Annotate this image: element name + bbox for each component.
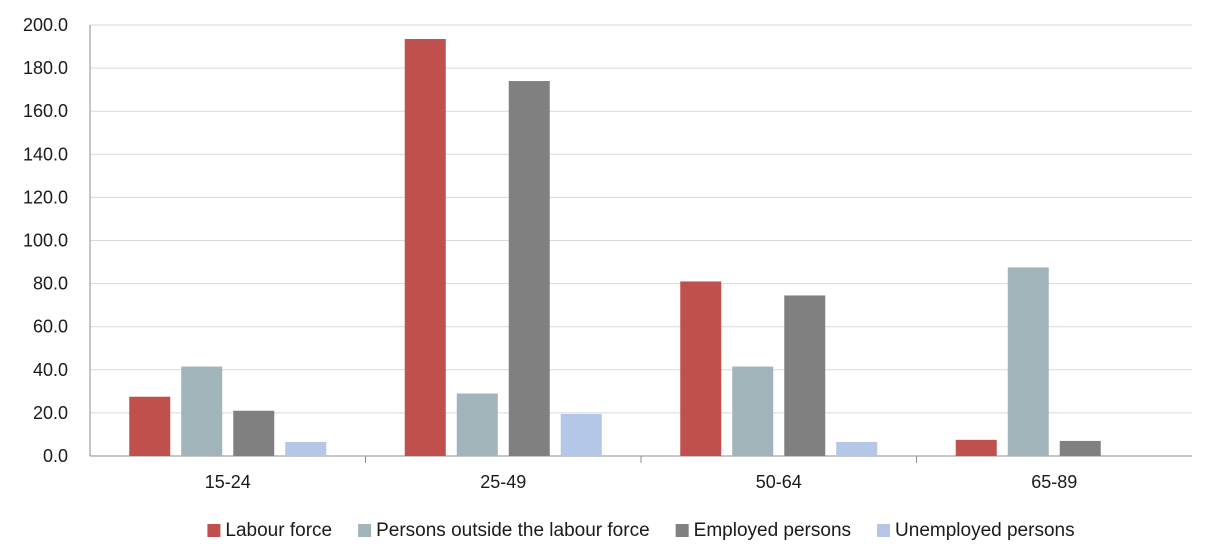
bar	[1007, 267, 1049, 456]
x-tick-label: 15-24	[205, 472, 251, 492]
bars	[129, 39, 1101, 456]
bar	[784, 295, 826, 456]
bar	[955, 439, 997, 456]
legend-swatch	[877, 524, 891, 537]
y-tick-label: 0.0	[43, 446, 68, 466]
y-tick-label: 180.0	[23, 58, 68, 78]
y-tick-label: 100.0	[23, 231, 68, 251]
y-tick-label: 120.0	[23, 187, 68, 207]
bar	[836, 441, 878, 456]
bar	[508, 81, 550, 456]
legend-label: Unemployed persons	[895, 520, 1075, 541]
y-tick-label: 200.0	[23, 15, 68, 35]
x-tick-label: 65-89	[1031, 472, 1077, 492]
y-tick-label: 40.0	[33, 360, 68, 380]
bar	[404, 39, 446, 456]
legend-label: Labour force	[225, 520, 332, 541]
y-tick-label: 140.0	[23, 144, 68, 164]
y-tick-label: 80.0	[33, 274, 68, 294]
x-tick-label: 25-49	[480, 472, 526, 492]
legend-swatch	[358, 524, 372, 537]
x-tick-label: 50-64	[756, 472, 802, 492]
legend-label: Employed persons	[694, 520, 851, 541]
y-tick-label: 60.0	[33, 317, 68, 337]
y-tick-label: 20.0	[33, 403, 68, 423]
legend-swatch	[207, 524, 221, 537]
bar	[181, 366, 223, 456]
bar	[1059, 440, 1101, 456]
bar	[560, 413, 602, 456]
bar	[233, 410, 275, 456]
legend-label: Persons outside the labour force	[376, 520, 650, 541]
legend: Labour force Persons outside the labour f…	[207, 520, 1075, 541]
axes: 0.0 20.0 40.0 60.0 80.0 100.0 120.0 140.0 160.0 1…	[23, 15, 1077, 492]
legend-swatch	[675, 524, 689, 537]
bar	[680, 281, 722, 456]
bar	[732, 366, 774, 456]
bar	[129, 396, 171, 456]
bar	[285, 441, 327, 456]
y-tick-label: 160.0	[23, 101, 68, 121]
bar	[456, 393, 498, 456]
